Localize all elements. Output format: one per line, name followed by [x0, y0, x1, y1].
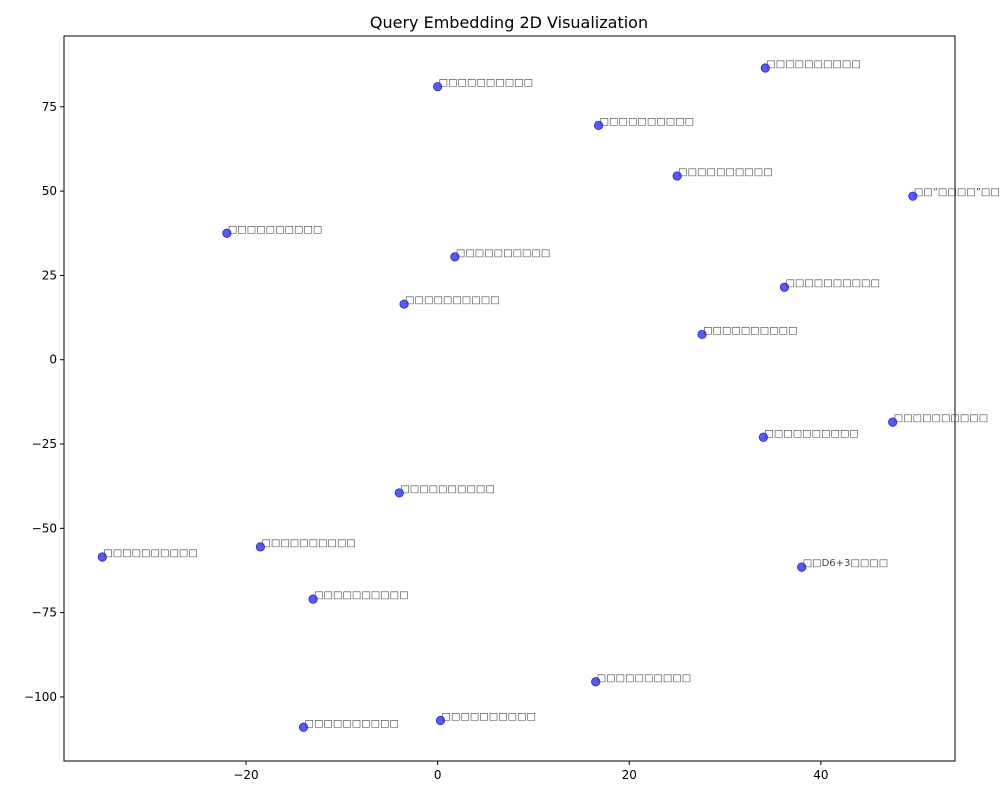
data-point: [394, 488, 404, 498]
point-label: □□“□□□□”□□: [914, 187, 1000, 198]
point-label: □□□□□□□□□□: [703, 325, 797, 336]
data-point: [888, 417, 898, 427]
point-label: □□□□□□□□□□: [405, 295, 499, 306]
y-tick-label: −50: [32, 521, 57, 535]
data-point: [908, 191, 918, 201]
point-label: □□□□□□□□□□: [442, 712, 536, 723]
data-point: [433, 81, 443, 92]
data-point: [591, 677, 601, 687]
x-tick-label: 0: [434, 768, 442, 782]
x-tick-label: 40: [813, 768, 828, 782]
point-label: □□□□□□□□□□: [766, 59, 860, 70]
chart-title: Query Embedding 2D Visualization: [370, 13, 648, 32]
point-label: □□□□□□□□□□: [894, 413, 988, 424]
data-point: [298, 722, 309, 732]
data-points: □□□□□□□□□□ □□□□□□□□□□ □□□□□□□□□□ □□□□□□□□□□…: [97, 59, 1000, 732]
x-axis: −20 0 20 40: [233, 761, 829, 782]
y-axis: −100 −75 −50 −25 0 25 50 75: [24, 100, 64, 704]
data-point: [758, 432, 768, 442]
point-label: □□□□□□□□□□: [597, 673, 691, 684]
data-point: [97, 552, 107, 562]
y-tick-label: −75: [32, 606, 57, 620]
point-label: □□□□□□□□□□: [764, 428, 858, 439]
data-point: [672, 171, 682, 181]
point-label: □□□□□□□□□□: [314, 590, 408, 601]
data-point: [760, 63, 770, 73]
x-tick-label: −20: [233, 768, 258, 782]
point-label: □□□□□□□□□□: [305, 718, 399, 729]
plot-frame: [63, 35, 956, 762]
point-label: □□D6+3□□□□: [803, 558, 889, 569]
data-point: [255, 542, 266, 552]
data-point: [450, 252, 460, 262]
data-point: [399, 299, 409, 309]
y-tick-label: 50: [42, 184, 57, 198]
data-point: [697, 329, 707, 340]
point-label: □□□□□□□□□□: [400, 484, 494, 495]
x-tick-label: 20: [622, 768, 637, 782]
y-tick-label: 75: [42, 100, 57, 114]
data-point: [779, 282, 790, 292]
data-point: [435, 715, 446, 726]
point-label: □□□□□□□□□□: [228, 224, 322, 235]
point-label: □□□□□□□□□□: [456, 248, 550, 259]
point-label: □□□□□□□□□□: [600, 116, 694, 127]
y-tick-label: 0: [49, 353, 57, 367]
data-point: [797, 562, 807, 572]
point-label: □□□□□□□□□□: [785, 278, 879, 289]
point-label: □□□□□□□□□□: [261, 538, 355, 549]
y-tick-label: −25: [32, 437, 57, 451]
y-tick-label: −100: [24, 690, 57, 704]
data-point: [593, 120, 604, 130]
point-label: □□□□□□□□□□: [439, 78, 533, 89]
y-tick-label: 25: [42, 268, 57, 282]
point-label: □□□□□□□□□□: [103, 548, 197, 559]
point-label: □□□□□□□□□□: [678, 167, 772, 178]
data-point: [308, 594, 318, 604]
data-point: [222, 228, 232, 238]
